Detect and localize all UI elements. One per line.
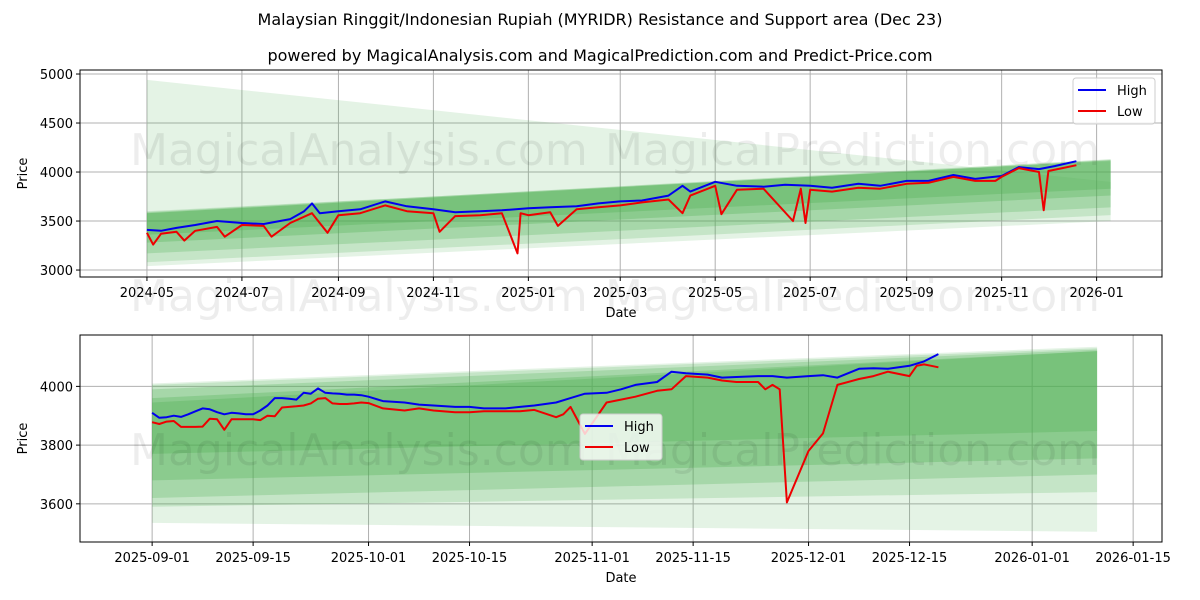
svg-text:MagicalAnalysis.com: MagicalAnalysis.com <box>130 125 588 176</box>
x-tick-label: 2025-09-15 <box>215 551 291 566</box>
y-tick-label: 4500 <box>40 117 73 132</box>
y-axis-label: Price <box>16 158 31 190</box>
x-tick-label: 2024-09 <box>311 286 365 301</box>
y-tick-label: 3600 <box>40 498 73 513</box>
y-axis: 3600 3800 4000 Price <box>16 380 80 513</box>
svg-text:MagicalAnalysis.com: MagicalAnalysis.com <box>130 425 588 476</box>
high-legend-label: High <box>1117 84 1147 99</box>
x-axis-label: Date <box>605 306 636 321</box>
x-tick-label: 2025-05 <box>688 286 742 301</box>
watermark: MagicalAnalysis.com MagicalPrediction.com <box>130 425 1100 476</box>
high-line <box>146 160 1077 232</box>
x-tick-label: 2025-09-01 <box>114 551 190 566</box>
high-legend-label: High <box>624 420 654 435</box>
y-tick-label: 5000 <box>40 68 73 83</box>
low-legend-label: Low <box>624 441 650 456</box>
x-tick-label: 2025-10-01 <box>331 551 407 566</box>
band <box>146 160 1111 235</box>
x-tick-label: 2025-12-01 <box>771 551 847 566</box>
axes-frame <box>79 334 1163 543</box>
chart-subtitle: powered by MagicalAnalysis.com and Magic… <box>267 46 933 65</box>
band <box>146 160 1111 254</box>
legend: High Low <box>1072 77 1156 125</box>
band <box>146 79 1111 267</box>
low-legend-label: Low <box>1117 105 1143 120</box>
high-line <box>151 353 939 419</box>
x-tick-label: 2025-11 <box>974 286 1028 301</box>
x-tick-label: 2025-12-15 <box>872 551 948 566</box>
x-tick-label: 2026-01-15 <box>1095 551 1171 566</box>
x-tick-label: 2024-11 <box>406 286 460 301</box>
band <box>152 351 1098 454</box>
x-tick-label: 2025-10-15 <box>432 551 508 566</box>
x-tick-label: 2025-03 <box>593 286 647 301</box>
y-tick-label: 3000 <box>40 264 73 279</box>
y-tick-label: 4000 <box>40 166 73 181</box>
axes-frame <box>79 69 1163 278</box>
x-axis: 2024-05 2024-07 2024-09 2024-11 2025-01 2025-… <box>120 277 1124 321</box>
x-tick-label: 2024-05 <box>120 286 174 301</box>
y-tick-label: 3800 <box>40 439 73 454</box>
x-tick-label: 2024-07 <box>215 286 269 301</box>
grid-lines <box>80 335 1162 542</box>
x-tick-label: 2025-11-01 <box>554 551 630 566</box>
y-axis: 3000 3500 4000 4500 5000 Price <box>16 68 80 279</box>
low-line <box>151 363 939 504</box>
x-axis: 2025-09-01 2025-09-15 2025-10-01 2025-10-15… <box>114 542 1171 586</box>
bottom-chart-panel: MagicalAnalysis.com MagicalPrediction.com… <box>16 334 1171 586</box>
x-tick-label: 2025-11-15 <box>655 551 731 566</box>
y-tick-label: 3500 <box>40 215 73 230</box>
svg-text:MagicalAnalysis.com: MagicalAnalysis.com <box>130 271 588 322</box>
x-tick-label: 2026-01 <box>1069 286 1123 301</box>
y-tick-label: 4000 <box>40 380 73 395</box>
band <box>146 161 1111 263</box>
x-axis-label: Date <box>605 571 636 586</box>
top-chart-panel: MagicalAnalysis.com MagicalPrediction.com… <box>16 68 1163 322</box>
x-tick-label: 2025-01 <box>501 286 555 301</box>
chart-title: Malaysian Ringgit/Indonesian Rupiah (MYR… <box>257 10 943 29</box>
x-tick-label: 2026-01-01 <box>994 551 1070 566</box>
low-line <box>146 164 1077 255</box>
x-tick-label: 2025-09 <box>880 286 934 301</box>
legend: High Low <box>579 413 663 461</box>
x-tick-label: 2025-07 <box>783 286 837 301</box>
svg-text:MagicalPrediction.com: MagicalPrediction.com <box>605 271 1100 322</box>
y-axis-label: Price <box>16 423 31 455</box>
svg-text:MagicalPrediction.com: MagicalPrediction.com <box>605 425 1100 476</box>
